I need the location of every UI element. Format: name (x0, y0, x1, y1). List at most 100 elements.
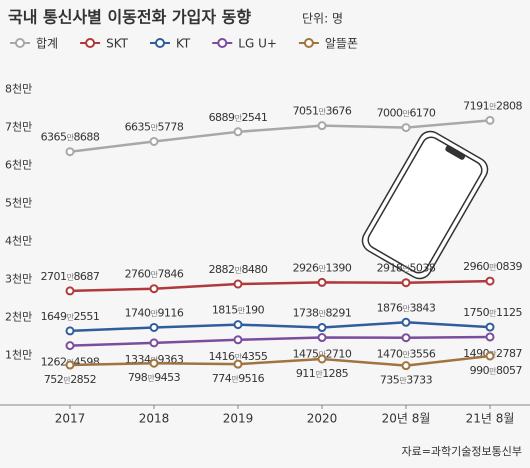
data-label: 1475만2710 (293, 348, 352, 361)
data-label-unit: 만 (67, 133, 75, 142)
data-label-part: 1285 (322, 367, 348, 380)
data-label-part: 9453 (154, 371, 180, 384)
data-label: 2760만7846 (125, 268, 184, 281)
data-label-unit: 만 (151, 270, 159, 279)
data-point (485, 332, 495, 342)
data-label-part: 1740 (125, 306, 151, 319)
data-label-unit: 만 (489, 309, 497, 318)
data-label-unit: 만 (489, 366, 497, 375)
y-tick-label: 7천만 (5, 120, 32, 134)
phone-notch (445, 145, 466, 160)
data-label-unit: 만 (238, 306, 246, 315)
data-label-part: 8687 (73, 270, 99, 283)
data-label: 1738만8291 (293, 307, 352, 320)
data-label-part: 4598 (73, 356, 99, 369)
legend-marker (154, 38, 165, 48)
data-label-part: 2701 (41, 270, 67, 283)
data-point (149, 338, 159, 348)
data-label-unit: 만 (67, 272, 75, 281)
data-point (149, 322, 159, 332)
data-label-unit: 만 (489, 102, 497, 111)
data-label-part: 1815 (212, 304, 238, 317)
data-label-unit: 만 (403, 304, 411, 313)
data-point (485, 351, 495, 361)
data-label-part: 6170 (409, 107, 435, 120)
data-label-part: 8688 (73, 131, 99, 144)
data-label-unit: 만 (403, 264, 411, 273)
data-label-part: 9516 (238, 372, 264, 385)
data-label-part: 1470 (377, 348, 403, 361)
data-label-unit: 만 (403, 350, 411, 359)
data-point (485, 322, 495, 332)
legend-marker (217, 38, 228, 48)
data-point (401, 333, 411, 343)
data-label-unit: 만 (319, 309, 327, 318)
data-label-part: 798 (128, 371, 148, 384)
x-tick-label: 2018 (139, 412, 170, 426)
data-label-part: 2852 (70, 373, 96, 386)
data-label-unit: 만 (151, 309, 159, 318)
data-label: 2882만8480 (209, 263, 268, 276)
data-label-part: 3733 (406, 374, 432, 387)
data-label-part: 7051 (293, 105, 319, 118)
x-tick-label: 2019 (223, 412, 254, 426)
series-line (69, 321, 491, 333)
data-label: 6635만5778 (125, 120, 184, 133)
data-label: 7051만3676 (293, 105, 352, 118)
data-label: 798만9453 (128, 371, 181, 384)
data-label: 2918만5038 (377, 262, 436, 275)
y-tick-label: 5천만 (5, 196, 32, 210)
data-label-part: 8291 (325, 307, 351, 320)
data-label-part: 8480 (241, 263, 267, 276)
legend-label: 알뜰폰 (325, 37, 358, 51)
data-label-part: 2882 (209, 263, 235, 276)
data-label-part: 7846 (157, 268, 183, 281)
chart-title: 국내 통신사별 이동전화 가입자 동향 (8, 8, 251, 27)
data-label-part: 4355 (241, 350, 267, 363)
data-label-unit: 만 (319, 264, 327, 273)
data-point (233, 279, 243, 289)
y-tick-label: 1천만 (5, 348, 32, 362)
data-point (65, 147, 75, 157)
data-label-part: 735 (380, 374, 400, 387)
data-label-part: 1750 (463, 306, 489, 319)
data-label-part: 1416 (209, 350, 235, 363)
data-label-part: 6635 (125, 120, 151, 133)
data-label: 2960만0839 (463, 260, 522, 273)
data-label: 2926만1390 (293, 261, 352, 274)
data-label-part: 911 (296, 367, 316, 380)
phone-illustration (361, 130, 489, 280)
data-label-part: 2787 (496, 347, 522, 360)
legend-label: KT (176, 37, 191, 51)
data-label-unit: 만 (319, 350, 327, 359)
data-label-part: 752 (44, 373, 64, 386)
y-tick-label: 2천만 (5, 310, 32, 324)
data-label: 7000만6170 (377, 107, 436, 120)
data-label-part: 2960 (463, 260, 489, 273)
y-tick-label: 6천만 (5, 158, 32, 172)
data-point (317, 333, 327, 343)
data-label: 1876만3843 (377, 301, 436, 314)
data-label-part: 2808 (496, 99, 522, 112)
data-label-part: 9116 (157, 306, 183, 319)
data-label: 1470만3556 (377, 348, 436, 361)
data-label-part: 2918 (377, 262, 403, 275)
data-label-part: 1262 (41, 356, 67, 369)
data-label: 1740만9116 (125, 306, 184, 319)
data-label-part: 2710 (325, 348, 351, 361)
legend-marker (303, 38, 314, 48)
legend-label: 합계 (36, 37, 58, 51)
data-label: 1649만2551 (41, 310, 100, 323)
data-label-part: 1475 (293, 348, 319, 361)
data-label: 7191만2808 (463, 99, 522, 112)
data-label: 911만1285 (296, 367, 349, 380)
data-label: 2701만8687 (41, 270, 100, 283)
x-tick-label: 20년 8월 (382, 412, 431, 426)
data-label-unit: 만 (235, 266, 243, 275)
data-label-unit: 만 (67, 312, 75, 321)
data-point (401, 278, 411, 288)
data-label-part: 7191 (463, 99, 489, 112)
data-label-part: 2760 (125, 268, 151, 281)
series-line (69, 119, 491, 153)
